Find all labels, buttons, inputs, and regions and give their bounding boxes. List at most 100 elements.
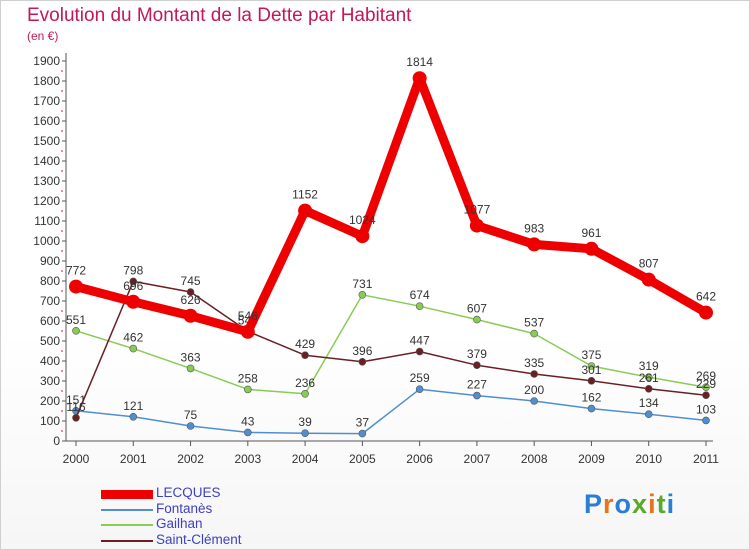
data-point bbox=[530, 329, 538, 338]
data-point bbox=[469, 218, 484, 233]
data-point bbox=[587, 404, 596, 413]
data-label: 379 bbox=[467, 347, 487, 361]
data-point bbox=[644, 410, 653, 419]
series-line-fontan-s bbox=[75, 388, 707, 435]
data-label: 75 bbox=[184, 408, 198, 422]
data-point bbox=[584, 241, 599, 256]
data-point bbox=[473, 315, 481, 324]
legend-swatch bbox=[101, 489, 153, 499]
data-point bbox=[129, 412, 138, 421]
data-label: 626 bbox=[181, 293, 201, 307]
x-tick-label: 2006 bbox=[406, 452, 433, 466]
data-label: 537 bbox=[524, 316, 544, 330]
data-point bbox=[244, 385, 252, 394]
data-label: 103 bbox=[696, 402, 716, 416]
data-point bbox=[301, 351, 309, 360]
data-point bbox=[129, 344, 138, 353]
data-label: 37 bbox=[356, 416, 370, 430]
data-point bbox=[412, 71, 427, 86]
x-tick-label: 2000 bbox=[63, 452, 90, 466]
data-label: 642 bbox=[696, 290, 716, 304]
data-label: 151 bbox=[66, 393, 86, 407]
data-point bbox=[301, 389, 309, 398]
data-label: 375 bbox=[581, 348, 601, 362]
data-point bbox=[186, 422, 195, 430]
data-point bbox=[473, 391, 481, 400]
y-tick-label: 1700 bbox=[33, 94, 60, 108]
chart-title: Evolution du Montant de la Dette par Hab… bbox=[27, 5, 412, 26]
data-point bbox=[644, 373, 653, 382]
y-tick-label: 100 bbox=[40, 414, 60, 428]
data-point bbox=[644, 384, 653, 393]
y-tick-label: 500 bbox=[40, 334, 60, 348]
data-label: 731 bbox=[352, 277, 372, 291]
x-tick-label: 2001 bbox=[120, 452, 147, 466]
x-tick-label: 2004 bbox=[292, 452, 319, 466]
data-point bbox=[186, 364, 195, 373]
data-label: 607 bbox=[467, 302, 487, 316]
data-point bbox=[702, 391, 710, 400]
data-label: 745 bbox=[181, 274, 201, 288]
legend-label: Gailhan bbox=[156, 516, 203, 531]
y-tick-label: 1300 bbox=[33, 174, 60, 188]
data-point bbox=[530, 397, 538, 405]
legend-label: Fontanès bbox=[156, 500, 213, 516]
data-label: 269 bbox=[696, 369, 716, 383]
data-label: 546 bbox=[238, 309, 258, 323]
data-label: 121 bbox=[123, 399, 143, 413]
data-label: 1024 bbox=[349, 213, 376, 227]
data-label: 1077 bbox=[464, 203, 491, 217]
data-label: 259 bbox=[410, 371, 430, 385]
legend-swatch bbox=[101, 508, 153, 511]
data-point bbox=[129, 277, 138, 286]
data-point bbox=[69, 279, 83, 294]
data-label: 429 bbox=[295, 337, 315, 351]
data-point bbox=[527, 237, 542, 252]
y-tick-label: 800 bbox=[40, 274, 60, 288]
data-point bbox=[183, 308, 198, 323]
data-label: 43 bbox=[241, 414, 255, 428]
y-tick-label: 700 bbox=[40, 294, 60, 308]
chart-subtitle: (en €) bbox=[27, 29, 59, 43]
data-point bbox=[186, 288, 195, 296]
y-tick-label: 1100 bbox=[34, 214, 60, 228]
data-point bbox=[587, 362, 596, 370]
data-label: 39 bbox=[298, 415, 312, 429]
data-label: 162 bbox=[581, 391, 601, 405]
x-tick-label: 2003 bbox=[234, 452, 261, 466]
data-point bbox=[358, 290, 367, 299]
legend-label: Saint-Clément bbox=[156, 531, 242, 547]
data-point bbox=[244, 428, 252, 437]
data-label: 1152 bbox=[292, 188, 318, 202]
data-label: 396 bbox=[352, 344, 372, 358]
data-point bbox=[702, 416, 710, 425]
y-tick-label: 1500 bbox=[33, 134, 60, 148]
data-label: 1814 bbox=[406, 55, 433, 69]
data-point bbox=[415, 302, 424, 311]
data-label: 807 bbox=[639, 257, 659, 271]
y-tick-label: 0 bbox=[53, 434, 60, 448]
data-point bbox=[355, 229, 370, 244]
data-point bbox=[702, 383, 710, 392]
data-label: 236 bbox=[295, 376, 315, 390]
data-label: 363 bbox=[181, 350, 201, 364]
y-tick-label: 1200 bbox=[33, 194, 60, 208]
y-tick-label: 900 bbox=[40, 254, 60, 268]
y-tick-label: 200 bbox=[40, 394, 60, 408]
data-label: 258 bbox=[238, 371, 258, 385]
x-tick-label: 2005 bbox=[349, 452, 376, 466]
data-point bbox=[240, 324, 255, 339]
x-tick-label: 2010 bbox=[635, 452, 662, 466]
data-point bbox=[415, 385, 424, 394]
data-point bbox=[358, 357, 367, 366]
data-label: 200 bbox=[524, 383, 544, 397]
data-label: 961 bbox=[581, 226, 601, 240]
data-point bbox=[358, 429, 367, 438]
data-label: 134 bbox=[639, 396, 659, 410]
data-label: 301 bbox=[581, 363, 601, 377]
series-line-lecques bbox=[71, 73, 711, 337]
data-point bbox=[298, 203, 313, 218]
data-label: 674 bbox=[410, 288, 430, 302]
